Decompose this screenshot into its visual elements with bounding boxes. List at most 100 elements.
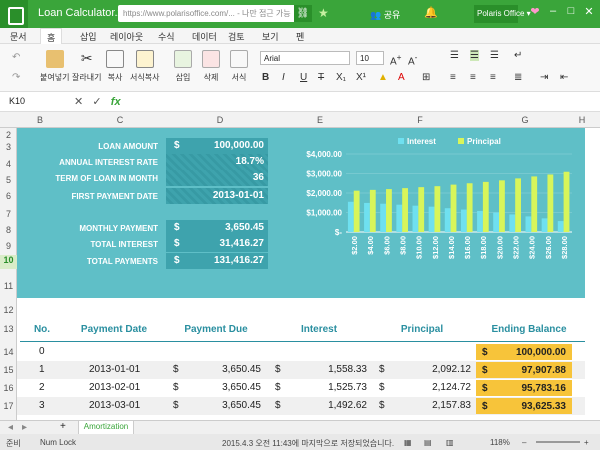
col-header-b[interactable]: B (36, 115, 43, 125)
italic-icon[interactable]: I (282, 72, 285, 83)
font-size-select[interactable]: 10 (356, 51, 384, 65)
outdent-icon[interactable]: ⇤ (560, 72, 569, 83)
star-icon[interactable]: ★ (318, 6, 329, 20)
zoom-in-icon[interactable]: + (584, 438, 589, 447)
format-cells-button[interactable]: 서식 (230, 50, 248, 83)
cancel-formula-icon[interactable]: ✕ (74, 96, 84, 108)
subscript-icon[interactable]: X₁ (336, 72, 347, 83)
page-layout-icon[interactable]: ▤ (424, 438, 432, 447)
align-right-icon[interactable]: ≡ (490, 72, 496, 83)
col-header-e[interactable]: E (316, 115, 323, 125)
tab-view[interactable]: 보기 (262, 32, 279, 42)
font-shrink-icon[interactable]: A- (408, 52, 418, 68)
row-header[interactable]: 14 (3, 347, 14, 357)
total-payments-cell[interactable]: $131,416.27 (166, 253, 268, 269)
col-header-f[interactable]: F (417, 115, 423, 125)
zoom-slider[interactable] (536, 441, 580, 443)
tab-layout[interactable]: 레이아웃 (110, 32, 144, 42)
tab-insert[interactable]: 삽입 (80, 32, 97, 42)
row-header[interactable]: 3 (5, 142, 11, 152)
highlight-icon[interactable]: ▲ (378, 72, 388, 83)
row-header[interactable]: 11 (3, 281, 14, 291)
copy-button[interactable]: 복사 (106, 50, 124, 83)
row-header[interactable]: 7 (5, 209, 11, 219)
align-left-icon[interactable]: ≡ (450, 72, 456, 83)
zoom-level[interactable]: 118% (490, 438, 510, 447)
borders-icon[interactable]: ⊞ (422, 72, 431, 83)
col-header-h[interactable]: H (578, 115, 586, 125)
insert-cells-button[interactable]: 삽입 (174, 50, 192, 83)
col-header-c[interactable]: C (116, 115, 124, 125)
row-header[interactable]: 12 (3, 305, 14, 315)
zoom-out-icon[interactable]: – (522, 438, 527, 447)
maximize-icon[interactable]: □ (567, 5, 575, 17)
name-box[interactable]: K10 (9, 96, 26, 106)
share-url-field[interactable]: https://www.polarisoffice.com/... - 나만 접… (118, 5, 312, 22)
monthly-payment-cell[interactable]: $3,650.45 (166, 220, 268, 236)
align-middle-icon[interactable]: ☰ (470, 50, 479, 61)
loan-amount-cell[interactable]: $100,000.00 (166, 138, 268, 154)
sheet-next-icon[interactable]: ▸ (22, 422, 28, 433)
account-button[interactable]: Polaris Office ▾ (474, 5, 531, 23)
indent-icon[interactable]: ⇥ (540, 72, 549, 83)
link-icon[interactable]: ⛓ (294, 5, 312, 22)
term-cell[interactable]: 36 (166, 170, 268, 186)
align-bottom-icon[interactable]: ☰ (490, 50, 499, 61)
paste-button[interactable]: 붙여넣기 (40, 50, 69, 83)
fx-icon[interactable]: fx (110, 96, 121, 108)
row-header[interactable]: 8 (5, 225, 11, 235)
first-payment-cell[interactable]: 2013-01-01 (166, 188, 268, 204)
add-sheet-button[interactable]: + (60, 421, 66, 432)
col-header-g[interactable]: G (521, 115, 529, 125)
format-copy-button[interactable]: 서식복사 (130, 50, 159, 83)
align-top-icon[interactable]: ☰ (450, 50, 459, 61)
row-header[interactable]: 15 (3, 365, 14, 375)
normal-view-icon[interactable]: ▦ (404, 438, 412, 447)
table-row[interactable]: 2 2013-02-01 $3,650.45 $1,525.73 $2,124.… (17, 379, 585, 397)
bell-icon[interactable]: 🔔 (424, 7, 438, 19)
polaris-logo-icon[interactable] (0, 0, 28, 28)
cut-button[interactable]: ✂ 잘라내기 (72, 50, 101, 83)
heart-icon[interactable]: ❤ (530, 6, 540, 18)
delete-cells-button[interactable]: 삭제 (202, 50, 220, 83)
row-header[interactable]: 6 (5, 191, 11, 201)
close-icon[interactable]: ✕ (584, 6, 594, 18)
interest-rate-cell[interactable]: 18.7% (166, 154, 268, 170)
row-header[interactable]: 5 (5, 175, 11, 185)
row-header[interactable]: 2 (5, 130, 11, 140)
tab-pen[interactable]: 펜 (296, 32, 305, 42)
tab-document[interactable]: 문서 (10, 32, 27, 42)
table-row[interactable]: 3 2013-03-01 $3,650.45 $1,492.62 $2,157.… (17, 397, 585, 415)
undo-icon[interactable]: ↶ (12, 52, 21, 63)
row-header[interactable]: 4 (5, 159, 11, 169)
sheet-tab-amortization[interactable]: Amortization (78, 421, 134, 435)
row-header[interactable]: 16 (3, 383, 14, 393)
strikethrough-icon[interactable]: T (318, 72, 325, 83)
col-header-d[interactable]: D (216, 115, 224, 125)
redo-icon[interactable]: ↷ (12, 72, 21, 83)
share-button[interactable]: 👥 공유 (370, 10, 401, 20)
underline-icon[interactable]: U (300, 72, 308, 83)
font-select[interactable]: Arial (260, 51, 350, 65)
confirm-formula-icon[interactable]: ✓ (92, 96, 102, 108)
font-grow-icon[interactable]: A+ (390, 52, 402, 68)
table-row[interactable]: 0 $100,000.00 (17, 343, 585, 361)
row-header[interactable]: 17 (3, 401, 14, 411)
tab-review[interactable]: 검토 (228, 32, 245, 42)
tab-home[interactable]: 홈 (40, 28, 63, 44)
font-color-icon[interactable]: A (398, 72, 405, 83)
justify-icon[interactable]: ≣ (514, 72, 523, 83)
row-header-selected[interactable]: 10 (0, 255, 17, 269)
row-header[interactable]: 9 (5, 241, 11, 251)
amortization-chart[interactable]: $4,000.00 $3,000.00 $2,000.00 $1,000.00 $- In… (290, 132, 580, 294)
table-row[interactable]: 1 2013-01-01 $3,650.45 $1,558.33 $2,092.… (17, 361, 585, 379)
minimize-icon[interactable]: – (549, 5, 557, 17)
sheet-prev-icon[interactable]: ◂ (8, 422, 14, 433)
wrap-text-icon[interactable]: ↵ (514, 50, 523, 61)
row-header[interactable]: 13 (3, 324, 14, 334)
align-center-icon[interactable]: ≡ (470, 72, 476, 83)
page-break-icon[interactable]: ▥ (446, 438, 454, 447)
tab-data[interactable]: 데이터 (192, 32, 217, 42)
bold-icon[interactable]: B (262, 72, 270, 83)
tab-formula[interactable]: 수식 (158, 32, 175, 42)
